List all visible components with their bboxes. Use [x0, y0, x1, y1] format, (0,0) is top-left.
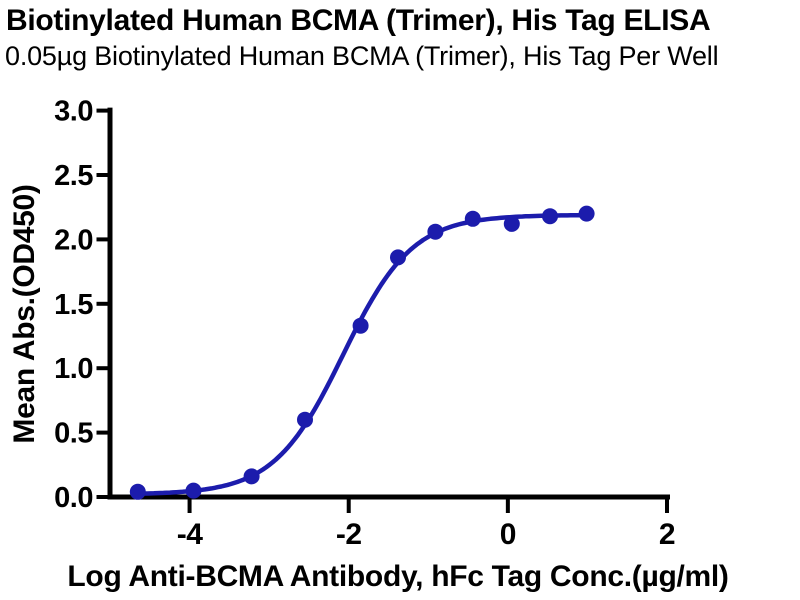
- data-point: [427, 223, 444, 240]
- data-point: [243, 468, 260, 485]
- data-point: [578, 205, 595, 222]
- chart-title: Biotinylated Human BCMA (Trimer), His Ta…: [6, 4, 711, 37]
- x-axis-title: Log Anti-BCMA Antibody, hFc Tag Conc.(µg…: [67, 560, 729, 593]
- y-tick-label: 3.0: [54, 96, 93, 128]
- data-point: [390, 249, 406, 266]
- y-tick-label: 2.0: [54, 224, 93, 256]
- y-tick-label: 1.5: [54, 289, 93, 321]
- fit-curve: [135, 212, 589, 496]
- data-point: [129, 483, 146, 500]
- x-tick-label: 0: [500, 518, 516, 551]
- data-point: [297, 411, 313, 428]
- data-point: [185, 482, 202, 499]
- data-point: [464, 210, 481, 227]
- chart-subtitle: 0.05µg Biotinylated Human BCMA (Trimer),…: [5, 41, 719, 71]
- data-point: [352, 317, 369, 334]
- data-point: [542, 208, 558, 225]
- y-tick-label: 1.0: [54, 353, 93, 385]
- y-tick-label: 0.0: [54, 482, 93, 514]
- y-tick-label: 0.5: [54, 418, 93, 450]
- data-point: [503, 215, 520, 232]
- x-tick-label: -2: [336, 518, 362, 551]
- x-tick-label: -4: [177, 518, 203, 551]
- x-tick-label: 2: [659, 518, 675, 551]
- y-tick-label: 2.5: [54, 160, 93, 192]
